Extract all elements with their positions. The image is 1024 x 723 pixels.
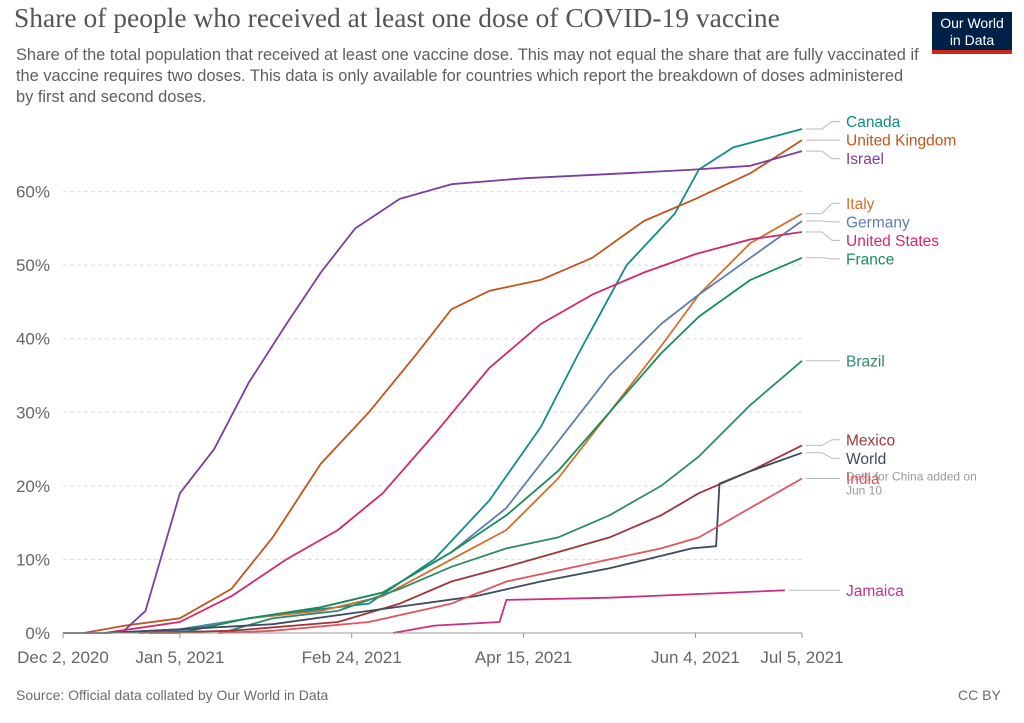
legend-label-israel: Israel [846,151,884,168]
x-tick-label-0: Dec 2, 2020 [17,648,109,667]
x-tick-label-5: Jul 5, 2021 [760,648,843,667]
chart-title: Share of people who received at least on… [14,2,780,33]
world-annotation-line-2: Jun 10 [846,483,882,497]
series-line-canada [104,128,803,634]
y-tick-label-5: 50% [16,256,50,275]
y-tick-label-2: 20% [16,477,50,496]
legend-label-france: France [846,251,894,268]
y-tick-label-0: 0% [25,624,50,643]
legend-label-world: World [846,451,886,468]
y-tick-label-3: 30% [16,403,50,422]
legend-label-mexico: Mexico [846,432,895,449]
leader-line-germany [806,220,840,223]
series-line-brazil [220,360,803,634]
series-line-united-kingdom [83,139,803,634]
series-line-israel [120,150,803,634]
axes: 0% 10% 20% 30% 40% 50% 60% Dec 2, 2020 Jan 5, 20… [16,183,844,667]
series-line-united-states [104,231,803,634]
gridlines [63,191,802,560]
series-line-mexico [138,444,803,634]
series-line-germany [148,220,803,634]
chart-subtitle: Share of the total population that recei… [16,46,919,106]
y-tick-label-1: 10% [16,550,50,569]
leader-line-france [806,257,840,260]
series-line-jamaica [392,589,785,634]
series-lines [63,128,803,634]
logo-line-2: in Data [949,32,995,48]
logo-line-1: Our World [940,15,1004,31]
x-tick-label-4: Jun 4, 2021 [651,648,740,667]
x-tick-label-1: Jan 5, 2021 [135,648,224,667]
x-tick-label-3: Apr 15, 2021 [475,648,572,667]
series-line-france [148,256,803,634]
series-line-india [217,477,803,634]
legend-label-jamaica: Jamaica [846,583,904,600]
leader-line-world [806,452,840,459]
leader-line-mexico [806,439,840,446]
license-link[interactable]: CC BY [958,687,1001,703]
legend-label-germany: Germany [846,214,910,231]
leader-line-canada [806,121,840,130]
legend-label-italy: Italy [846,196,875,213]
legend-label-united-states: United States [846,233,939,250]
legend-label-india: India [846,471,880,488]
legend-label-united-kingdom: United Kingdom [846,133,956,150]
legend-label-brazil: Brazil [846,353,885,370]
y-tick-label-6: 60% [16,183,50,202]
series-line-world [63,451,803,634]
source-note[interactable]: Source: Official data collated by Our Wo… [16,687,329,703]
legend-label-canada: Canada [846,114,901,131]
world-annotation-line-1: Data for China added on [846,469,977,483]
leader-line-united-states [806,231,840,241]
x-tick-label-2: Feb 24, 2021 [302,648,402,667]
leader-line-italy [806,202,840,215]
owid-logo[interactable]: Our World in Data [932,12,1012,54]
leader-line-israel [806,150,840,160]
y-tick-label-4: 40% [16,330,50,349]
